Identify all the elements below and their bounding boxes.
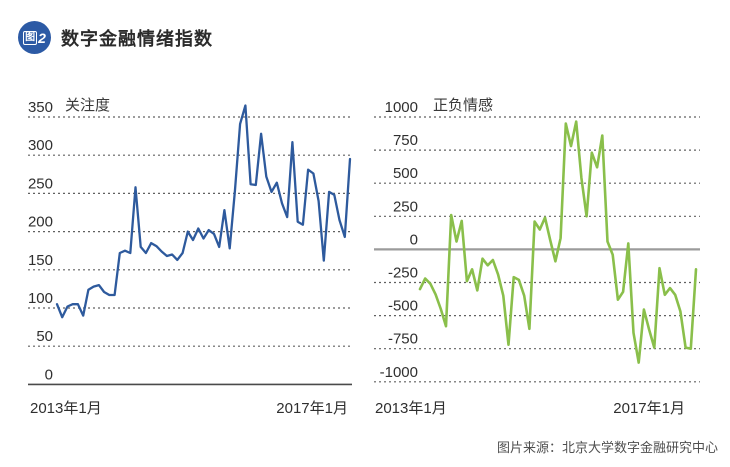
y-tick-label: 0: [410, 231, 418, 248]
y-tick-label: 0: [45, 366, 53, 383]
y-tick-label: -1000: [380, 364, 418, 381]
y-tick-label: 500: [393, 165, 418, 182]
image-source-caption: 图片来源：北京大学数字金融研究中心: [496, 440, 718, 455]
x-axis-start-label: 2013年1月: [30, 400, 102, 417]
x-axis-end-label: 2017年1月: [276, 400, 348, 417]
y-tick-label: 350: [28, 99, 53, 116]
y-tick-label: 100: [28, 290, 53, 307]
y-tick-label: 250: [28, 175, 53, 192]
figure-badge-char: 图: [23, 30, 38, 45]
y-tick-label: 50: [36, 328, 53, 345]
y-tick-label: 250: [393, 198, 418, 215]
series-title: 关注度: [65, 97, 110, 114]
y-tick-label: 150: [28, 252, 53, 269]
series-line: [418, 120, 698, 364]
attention-chart-svg: 350 300 250 200 150 100 50 0 关注度 2013年1月 2017年1月: [28, 97, 352, 417]
y-tick-label: 750: [393, 132, 418, 149]
y-tick-label: 1000: [385, 99, 418, 116]
y-tick-label: 200: [28, 214, 53, 231]
y-tick-label: 300: [28, 137, 53, 154]
sentiment-chart-svg: 1000 750 500 250 0 -250 -500 -750 -1000 正负情感 2013年…: [374, 97, 700, 417]
attention-chart: 350 300 250 200 150 100 50 0 关注度 2013年1月 2017年1月: [0, 80, 365, 425]
y-tick-label: -500: [388, 298, 418, 315]
sentiment-chart: 1000 750 500 250 0 -250 -500 -750 -1000 正负情感 2013年…: [365, 80, 730, 425]
page-title: 数字金融情绪指数: [61, 28, 213, 49]
y-tick-label: -250: [388, 265, 418, 282]
y-tick-label: -750: [388, 331, 418, 348]
series-line: [55, 104, 352, 319]
x-axis-end-label: 2017年1月: [613, 400, 685, 417]
figure-badge-number: 2: [38, 29, 46, 46]
series-title: 正负情感: [433, 97, 493, 114]
x-axis-start-label: 2013年1月: [375, 400, 447, 417]
